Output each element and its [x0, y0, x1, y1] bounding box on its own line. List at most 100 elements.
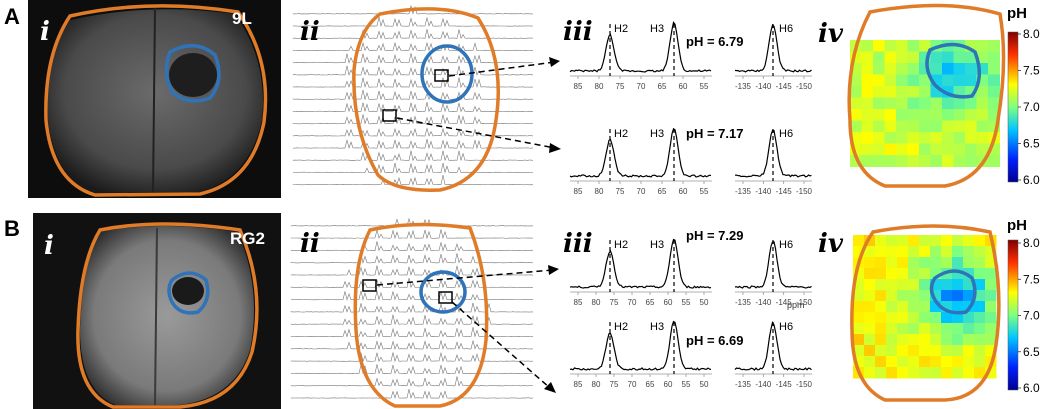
- ph-map-voxel: [952, 312, 964, 324]
- grid-spectrum-line: [290, 352, 534, 363]
- ph-map-voxel: [953, 155, 966, 167]
- row-a-panel-iv-label: iv: [818, 19, 844, 49]
- ph-map-voxel: [988, 51, 1000, 64]
- ph-map-voxel: [919, 246, 931, 258]
- ph-map-voxel: [864, 235, 876, 247]
- ph-map-voxel: [942, 74, 954, 87]
- ph-map-voxel: [919, 120, 931, 133]
- ph-map-voxel: [907, 132, 920, 144]
- ph-map-voxel: [896, 51, 908, 64]
- ph-map-voxel: [974, 290, 986, 302]
- ph-map-voxel: [884, 120, 897, 133]
- ph-map-voxel: [976, 97, 989, 110]
- ph-map-voxel: [886, 246, 898, 258]
- ph-map-voxel: [853, 356, 865, 368]
- ph-map-voxel: [873, 132, 885, 144]
- ph-map-voxel: [941, 301, 953, 313]
- colorbar-tick-label: 6.0: [1023, 173, 1040, 187]
- ph-map-voxel: [976, 132, 989, 144]
- ph-map-voxel: [974, 356, 986, 368]
- grid-spectrum-line: [292, 102, 533, 113]
- ph-map-voxel: [875, 235, 887, 247]
- ph-map-voxel: [919, 323, 931, 335]
- ph-map-voxel: [942, 120, 954, 133]
- ph-map-voxel: [930, 143, 943, 156]
- ph-map-voxel: [941, 356, 953, 368]
- colorbar-tick-label: 6.5: [1023, 137, 1040, 151]
- ph-map-voxel: [908, 312, 920, 324]
- row-a-panel-i-label: i: [40, 17, 50, 47]
- ph-map-voxel: [974, 345, 986, 357]
- row-a-map-tumor-outline: [925, 42, 982, 99]
- ph-map-voxel: [908, 367, 920, 379]
- spectrum-tick-label: 85: [574, 82, 583, 91]
- ph-map-voxel: [965, 51, 977, 64]
- ph-value: pH = 6.69: [686, 333, 743, 348]
- peak-label: H2: [614, 23, 628, 35]
- ph-map-voxel: [853, 334, 865, 346]
- ph-map-voxel: [930, 132, 943, 144]
- ph-map-voxel: [873, 40, 885, 52]
- ph-map-voxel: [861, 40, 874, 52]
- ph-map-voxel: [919, 40, 931, 52]
- ph-value: pH = 7.29: [686, 228, 743, 243]
- colorbar-tick-label: 6.5: [1023, 345, 1040, 359]
- ph-map-voxel: [942, 97, 954, 110]
- peak-label: H2: [614, 239, 628, 251]
- colorbar-tick-label: 8.0: [1023, 27, 1040, 41]
- ph-map-voxel: [919, 74, 931, 87]
- row-b-ppm-label: ppm: [787, 300, 805, 310]
- ph-map-voxel: [985, 367, 997, 379]
- colorbar-tick-label: 6.0: [1023, 381, 1040, 395]
- ph-map-voxel: [919, 345, 931, 357]
- spectrum-tick-label: 60: [679, 82, 688, 91]
- spectrum-tick-label: 65: [646, 298, 655, 307]
- row-a-grid-brain-outline: [352, 7, 500, 192]
- ph-map-voxel: [875, 323, 887, 335]
- ph-map-voxel: [941, 323, 953, 335]
- peak-label: H2: [614, 321, 628, 333]
- row-a-map-brain-outline: [847, 3, 1006, 188]
- peak-label: H6: [779, 239, 793, 251]
- ph-map-voxel: [930, 323, 942, 335]
- ph-map-voxel: [908, 246, 920, 258]
- ph-map-voxel: [884, 143, 897, 156]
- spectrum-tick-label: -135: [735, 380, 752, 389]
- row-a-tumor-label: 9L: [232, 9, 252, 28]
- ph-map-voxel: [897, 246, 909, 258]
- grid-spectrum-line: [292, 53, 534, 64]
- grid-spectrum-line: [290, 302, 533, 313]
- ph-map-voxel: [965, 74, 977, 87]
- ph-map-voxel: [985, 246, 997, 258]
- ph-map-voxel: [952, 323, 964, 335]
- ph-map-voxel: [953, 143, 966, 156]
- colorbar-tick-label: 7.0: [1023, 309, 1040, 323]
- ph-map-voxel: [965, 109, 977, 121]
- row-b-colorbar: pH 8.0 7.5 7.0 6.5 6.0: [1007, 217, 1040, 395]
- ph-map-voxel: [897, 257, 909, 269]
- row-b-tumor-outline: [167, 271, 210, 315]
- peak-label: H3: [650, 128, 664, 140]
- spectrum-tick-label: -145: [776, 187, 793, 196]
- ph-map-voxel: [974, 334, 986, 346]
- peak-label: H6: [779, 23, 793, 35]
- row-a-letter: A: [4, 4, 20, 29]
- grid-spectrum-line: [292, 162, 534, 174]
- row-a: A i 9L ii iii 85 80 75 70: [4, 0, 1040, 198]
- ph-map-voxel: [952, 235, 964, 247]
- ph-map-voxel: [861, 97, 874, 110]
- spectrum-trace: [569, 238, 712, 289]
- ph-map-voxel: [907, 143, 920, 156]
- ph-map-voxel: [886, 301, 898, 313]
- spectrum-trace: [569, 21, 712, 73]
- ph-map-voxel: [930, 235, 942, 247]
- ph-map-voxel: [919, 257, 931, 269]
- ph-map-voxel: [963, 235, 975, 247]
- ph-value: pH = 6.79: [686, 34, 743, 49]
- ph-map-voxel: [908, 345, 920, 357]
- ph-map-voxel: [861, 51, 874, 64]
- ph-map-voxel: [985, 334, 997, 346]
- ph-map-voxel: [897, 367, 909, 379]
- spectrum-tick-label: 65: [646, 380, 655, 389]
